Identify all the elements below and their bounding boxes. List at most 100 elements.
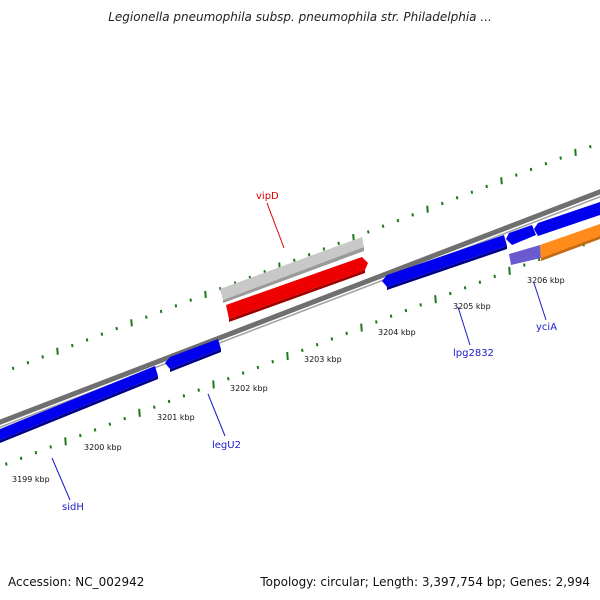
major-tick	[360, 323, 363, 332]
gene-legU2-arrow-shade	[170, 349, 221, 372]
minor-tick	[375, 320, 378, 324]
major-tick	[204, 290, 207, 299]
minor-tick	[337, 241, 340, 245]
major-tick	[426, 205, 429, 213]
minor-tick	[493, 274, 496, 279]
major-tick	[574, 148, 577, 156]
minor-tick	[515, 173, 518, 177]
minor-tick	[404, 308, 408, 313]
major-tick	[352, 234, 355, 242]
lpg2832-leader	[457, 306, 471, 346]
kbp-label-3201: 3201 kbp	[157, 413, 195, 422]
minor-tick	[49, 445, 52, 449]
minor-tick	[241, 371, 245, 375]
kbp-label-3202: 3202 kbp	[230, 384, 268, 393]
kbp-label-3200: 3200 kbp	[84, 443, 122, 452]
minor-tick	[227, 377, 230, 381]
minor-tick	[123, 416, 126, 421]
minor-tick	[93, 428, 97, 432]
gene-vipD-shadow-edge	[223, 247, 364, 303]
minor-tick	[345, 331, 348, 335]
minor-tick	[108, 422, 112, 426]
minor-tick	[544, 162, 548, 166]
gene-sidH-arrow-shade	[0, 376, 158, 443]
minor-tick	[41, 355, 44, 359]
minor-tick	[449, 291, 452, 296]
minor-tick	[100, 332, 104, 336]
gene-lpg2832-arrow-shade	[387, 246, 507, 290]
minor-tick	[256, 365, 260, 370]
minor-tick	[367, 230, 370, 234]
minor-tick	[5, 462, 8, 466]
minor-tick	[197, 388, 200, 392]
gene-vipD-arrow	[226, 257, 368, 319]
minor-tick	[330, 337, 334, 341]
minor-tick	[189, 298, 192, 302]
minor-tick	[167, 399, 171, 404]
minor-tick	[174, 304, 178, 308]
gene-label-legU2[interactable]: legU2	[212, 440, 241, 451]
minor-tick	[485, 184, 488, 189]
gene-sidH-arrow[interactable]	[0, 366, 158, 444]
gene-label-vipD[interactable]: vipD	[256, 191, 279, 202]
gene-label-yciA[interactable]: yciA	[536, 322, 557, 333]
map-title: Legionella pneumophila subsp. pneumophil…	[108, 10, 492, 24]
major-tick	[434, 295, 437, 304]
minor-tick	[523, 263, 526, 267]
minor-tick	[271, 360, 274, 364]
minor-tick	[71, 343, 74, 348]
major-tick	[508, 266, 511, 275]
minor-tick	[153, 405, 156, 409]
sidH-leader	[51, 457, 71, 501]
minor-tick	[396, 218, 400, 223]
vipD-leader	[266, 202, 285, 249]
major-tick	[138, 408, 141, 417]
major-tick	[212, 380, 215, 389]
minor-tick	[307, 252, 311, 257]
minor-tick	[293, 258, 296, 263]
kbp-label-3206: 3206 kbp	[527, 276, 565, 285]
gene-vipD-shadow	[220, 237, 364, 300]
minor-tick	[301, 348, 304, 353]
major-tick	[56, 347, 59, 355]
gene-vipD-arrow-shade	[229, 270, 365, 322]
upper-tick-track	[11, 144, 592, 371]
minor-tick	[529, 167, 533, 172]
gene-orange-arrow-shade	[541, 236, 600, 261]
gene-legU2-arrow[interactable]	[165, 339, 221, 369]
minor-tick	[381, 224, 385, 228]
yciA-leader	[533, 282, 547, 321]
kbp-label-3205: 3205 kbp	[453, 302, 491, 311]
minor-tick	[182, 394, 186, 398]
reverse-strand-genes	[0, 202, 600, 444]
major-tick	[130, 319, 133, 327]
minor-tick	[455, 196, 459, 200]
gene-leader-lines	[51, 202, 547, 501]
minor-tick	[441, 201, 444, 206]
minor-tick	[419, 303, 422, 307]
gene-yciA-purple[interactable]	[509, 245, 541, 265]
minor-tick	[322, 247, 326, 251]
genome-summary-text: Topology: circular; Length: 3,397,754 bp…	[260, 575, 590, 589]
gene-label-lpg2832[interactable]: lpg2832	[453, 348, 494, 359]
minor-tick	[463, 286, 467, 290]
backbone-strand-top	[0, 189, 600, 425]
minor-tick	[559, 156, 562, 160]
gene-label-sidH[interactable]: sidH	[62, 502, 84, 513]
gene-labels: vipD sidH legU2 lpg2832 yciA	[62, 191, 557, 513]
gene-vipD[interactable]	[220, 237, 368, 322]
gene-small-blue-arrow[interactable]	[506, 225, 536, 245]
minor-tick	[589, 144, 592, 149]
minor-tick	[34, 450, 38, 455]
minor-tick	[79, 433, 82, 438]
gene-right-blue-arrow[interactable]	[534, 202, 600, 236]
accession-text: Accession: NC_002942	[8, 575, 145, 589]
minor-tick	[478, 280, 482, 284]
minor-tick	[19, 456, 23, 461]
gene-orange-arrow[interactable]	[540, 224, 600, 258]
legU2-leader	[207, 393, 226, 437]
gene-lpg2832-arrow[interactable]	[382, 235, 507, 287]
minor-tick	[115, 326, 118, 331]
minor-tick	[159, 309, 163, 314]
